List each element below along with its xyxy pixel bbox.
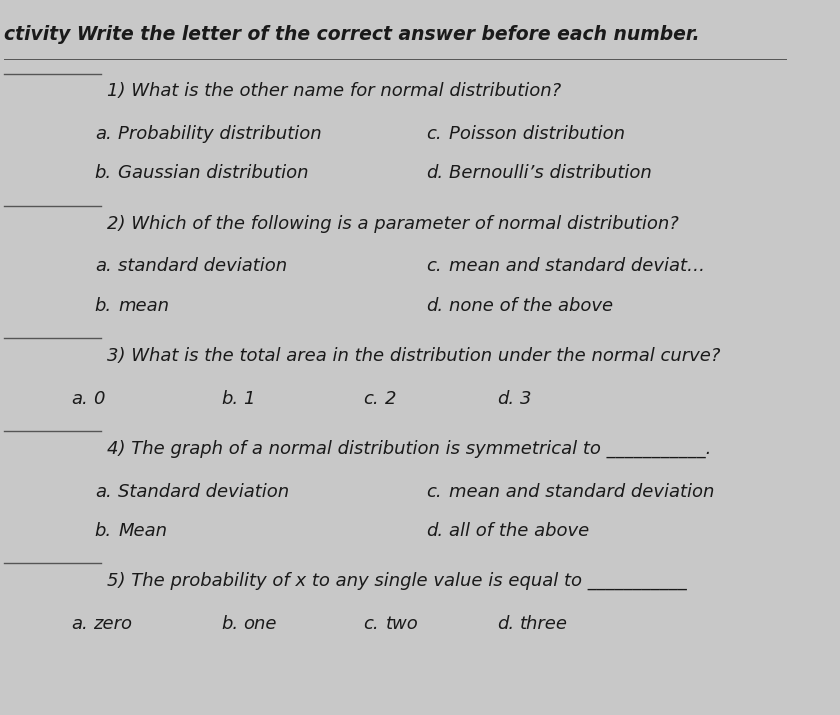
Text: mean and standard deviat…: mean and standard deviat… [449, 257, 705, 275]
Text: 1: 1 [244, 390, 255, 408]
Text: standard deviation: standard deviation [118, 257, 287, 275]
Text: Bernoulli’s distribution: Bernoulli’s distribution [449, 164, 651, 182]
Text: d.: d. [427, 522, 444, 540]
Text: two: two [386, 615, 418, 633]
Text: c.: c. [363, 615, 379, 633]
Text: b.: b. [95, 297, 112, 315]
Text: b.: b. [221, 615, 239, 633]
Text: all of the above: all of the above [449, 522, 589, 540]
Text: b.: b. [95, 522, 112, 540]
Text: mean and standard deviation: mean and standard deviation [449, 483, 714, 500]
Text: three: three [520, 615, 568, 633]
Text: ctivity Write the letter of the correct answer before each number.: ctivity Write the letter of the correct … [4, 25, 700, 44]
Text: b.: b. [221, 390, 239, 408]
Text: d.: d. [497, 390, 515, 408]
Text: a.: a. [71, 615, 88, 633]
Text: 4) The graph of a normal distribution is symmetrical to ___________.: 4) The graph of a normal distribution is… [107, 440, 711, 458]
Text: 2) Which of the following is a parameter of normal distribution?: 2) Which of the following is a parameter… [107, 214, 679, 232]
Text: a.: a. [95, 125, 112, 143]
Text: 5) The probability of x to any single value is equal to ___________: 5) The probability of x to any single va… [107, 572, 686, 591]
Text: d.: d. [427, 297, 444, 315]
Text: Gaussian distribution: Gaussian distribution [118, 164, 309, 182]
Text: one: one [244, 615, 276, 633]
Text: 3: 3 [520, 390, 531, 408]
Text: none of the above: none of the above [449, 297, 612, 315]
Text: d.: d. [497, 615, 515, 633]
Text: c.: c. [363, 390, 379, 408]
Text: a.: a. [95, 483, 112, 500]
Text: 3) What is the total area in the distribution under the normal curve?: 3) What is the total area in the distrib… [107, 347, 720, 365]
Text: c.: c. [427, 483, 442, 500]
Text: 1) What is the other name for normal distribution?: 1) What is the other name for normal dis… [107, 82, 561, 100]
Text: a.: a. [95, 257, 112, 275]
Text: Probability distribution: Probability distribution [118, 125, 322, 143]
Text: mean: mean [118, 297, 170, 315]
Text: c.: c. [427, 257, 442, 275]
Text: 2: 2 [386, 390, 396, 408]
Text: a.: a. [71, 390, 88, 408]
Text: Poisson distribution: Poisson distribution [449, 125, 625, 143]
Text: zero: zero [93, 615, 132, 633]
Text: c.: c. [427, 125, 442, 143]
Text: 0: 0 [93, 390, 105, 408]
Text: Mean: Mean [118, 522, 167, 540]
Text: b.: b. [95, 164, 112, 182]
Text: Standard deviation: Standard deviation [118, 483, 290, 500]
Text: d.: d. [427, 164, 444, 182]
